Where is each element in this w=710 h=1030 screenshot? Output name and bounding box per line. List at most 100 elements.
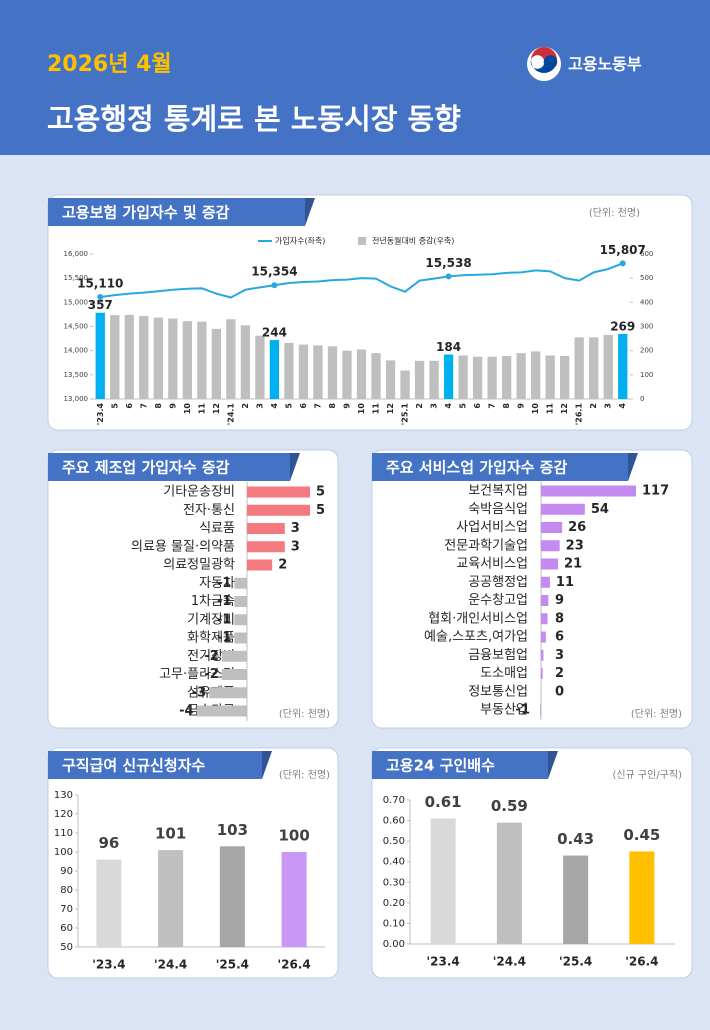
category-label: 사업서비스업 xyxy=(456,520,528,535)
x-tick-label: '23.4 xyxy=(426,955,459,969)
header-date: 2026년 4월 xyxy=(47,52,172,77)
title-tab-edge xyxy=(628,453,638,481)
chart-title: 고용24 구인배수 xyxy=(386,757,495,775)
bar xyxy=(124,314,134,399)
bar xyxy=(197,321,207,399)
bar-value-label: 101 xyxy=(155,825,186,843)
category-label: 공공행정업 xyxy=(468,574,528,590)
category-label: 의료정밀광학 xyxy=(163,558,235,573)
y-tick-label: 14,500 xyxy=(64,323,89,331)
category-label: 자동차 xyxy=(199,576,235,591)
x-tick-label: '26.1 xyxy=(575,403,584,426)
y-tick-label: 0.20 xyxy=(383,898,405,909)
bar-value-label: -2 xyxy=(204,649,218,664)
y-tick-label: 120 xyxy=(54,809,73,820)
bar-value-label: -1 xyxy=(516,703,530,718)
bar xyxy=(247,559,273,571)
bar xyxy=(96,859,122,947)
chart-title: 고용보험 가입자수 및 증감 xyxy=(62,204,230,222)
bar xyxy=(430,818,456,944)
bar xyxy=(385,360,396,399)
bar xyxy=(342,350,352,399)
title-tab-edge xyxy=(262,751,272,779)
category-label: 기계장비 xyxy=(187,612,235,627)
bar xyxy=(234,614,247,626)
x-tick-label: 4 xyxy=(270,403,279,409)
x-tick-label: 12 xyxy=(560,403,569,414)
panel xyxy=(47,449,339,729)
bar xyxy=(209,687,247,699)
legend-swatch xyxy=(358,237,366,245)
bar xyxy=(371,353,381,399)
bar xyxy=(563,855,589,944)
bar-value-label: 3 xyxy=(291,539,300,554)
header-band xyxy=(0,0,710,155)
x-tick-label: 10 xyxy=(531,403,540,415)
y-tick-label: 50 xyxy=(60,942,73,953)
y-tick-label: 15,500 xyxy=(64,274,89,282)
x-tick-label: 5 xyxy=(284,403,293,409)
bar-value-label: 357 xyxy=(88,298,113,312)
category-label: 고무·플라스틱 xyxy=(159,667,235,682)
bar-value-label: 184 xyxy=(436,340,461,354)
bar xyxy=(541,522,563,533)
bar xyxy=(629,851,655,944)
x-tick-label: 9 xyxy=(517,403,526,409)
bar xyxy=(168,318,178,399)
x-tick-label: 11 xyxy=(546,403,555,415)
x-tick-label: 12 xyxy=(386,403,395,414)
bar-value-label: 0.61 xyxy=(425,793,462,811)
bar-value-label: -4 xyxy=(179,704,193,719)
line-point xyxy=(97,294,104,301)
title-tab xyxy=(48,198,305,226)
y-tick-label: 70 xyxy=(60,904,73,915)
title-tab xyxy=(48,751,262,779)
x-tick-label: '23.4 xyxy=(92,958,125,972)
x-tick-label: '25.4 xyxy=(559,955,592,969)
y2-tick-label: 600 xyxy=(640,250,653,258)
x-tick-label: 9 xyxy=(168,403,177,409)
x-tick-label: 11 xyxy=(372,403,381,415)
bar-value-label: 0.45 xyxy=(623,826,660,844)
y-tick-label: 80 xyxy=(60,885,73,896)
x-tick-label: 6 xyxy=(299,403,308,409)
bar xyxy=(560,355,570,399)
bar xyxy=(618,333,628,399)
x-tick-label: '25.4 xyxy=(216,958,249,972)
x-tick-label: 2 xyxy=(241,403,250,409)
y2-tick-label: 500 xyxy=(640,274,653,282)
header-org: 고용노동부 xyxy=(568,55,642,74)
x-tick-label: 7 xyxy=(488,403,497,409)
y-tick-label: 16,000 xyxy=(64,250,89,258)
bar xyxy=(516,353,526,399)
y-tick-label: 14,000 xyxy=(64,347,89,355)
bar xyxy=(496,822,522,944)
bar-value-label: 0.59 xyxy=(491,797,528,815)
bar-value-label: 21 xyxy=(564,557,582,572)
bar xyxy=(540,704,541,716)
category-label: 숙박음식업 xyxy=(468,502,528,517)
bar xyxy=(226,319,236,399)
category-label: 화학제품 xyxy=(187,631,235,646)
y-tick-label: 0.30 xyxy=(383,877,405,888)
bar-value-label: 244 xyxy=(262,326,287,340)
category-label: 운수창고업 xyxy=(468,593,528,608)
bar-value-label: 269 xyxy=(610,319,635,333)
y-tick-label: 110 xyxy=(54,828,73,839)
bar-value-label: -1 xyxy=(217,631,231,646)
x-tick-label: 10 xyxy=(183,403,192,415)
bar xyxy=(541,576,550,588)
x-tick-label: 7 xyxy=(139,403,148,409)
y-tick-label: 13,000 xyxy=(64,395,89,403)
line-point xyxy=(271,282,278,289)
bar-value-label: 26 xyxy=(568,520,586,535)
bar xyxy=(541,540,560,552)
y-tick-label: 0.50 xyxy=(383,836,405,847)
bar xyxy=(541,631,546,643)
bar xyxy=(589,337,599,399)
bar-value-label: 2 xyxy=(555,666,564,681)
y2-tick-label: 200 xyxy=(640,347,653,355)
y-tick-label: 15,000 xyxy=(64,298,89,306)
category-label: 도소매업 xyxy=(480,666,528,681)
bar xyxy=(211,328,222,399)
